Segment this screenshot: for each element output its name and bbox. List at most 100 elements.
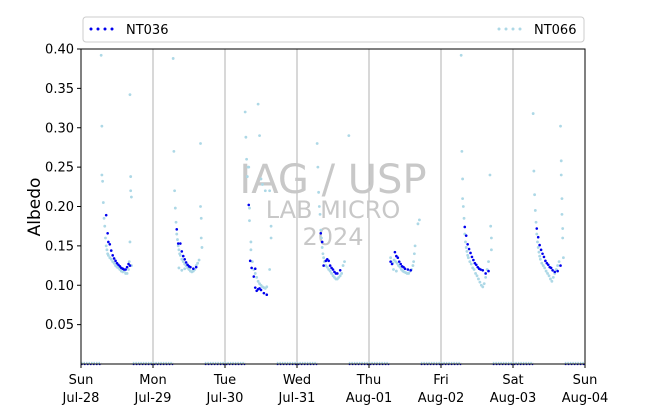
nt066-point-d1-29 (177, 266, 181, 270)
x-tick-label-day: Sun (573, 373, 598, 388)
nt066-point-d1-23 (197, 258, 201, 262)
nt066-point-d5-28 (490, 236, 493, 240)
nt066-point-d6-19 (551, 275, 555, 279)
nt036-point-d2-9 (262, 291, 266, 295)
nt066-point-d6-16 (547, 274, 551, 278)
nt066-point-d6-17 (549, 277, 552, 281)
nt036-point-d3-0 (319, 231, 323, 235)
nt036-point-d6-3 (539, 248, 543, 252)
nt036-point-d2-1 (248, 259, 252, 263)
watermark-line-3: 2024 (302, 223, 363, 251)
nt036-point-d2-0 (247, 203, 251, 207)
nt036-point-d3-8 (331, 268, 335, 271)
nt066-point-d5-5 (462, 216, 466, 220)
nt036-point-d5-11 (479, 268, 482, 271)
nt036-point-d3-12 (338, 268, 342, 272)
nt066-point-d5-18 (477, 277, 480, 281)
nt066-point-d0-13 (109, 257, 113, 261)
nt036-point-d4-2 (393, 250, 397, 254)
nt066-point-d0-7 (104, 236, 107, 240)
nt066-point-d0-26 (127, 260, 131, 264)
nt066-point-d3-21 (338, 274, 342, 278)
nt066-point-d3-5 (319, 228, 323, 232)
legend-dot (511, 27, 515, 31)
nt066-point-d0-15 (112, 261, 116, 265)
y-tick-label: 0.10 (45, 279, 74, 294)
x-tick-label-day: Tue (213, 373, 236, 388)
nt066-point-d5-2 (461, 177, 464, 181)
nt036-point-d5-13 (484, 272, 487, 275)
nt066-point-d5-0 (459, 53, 463, 57)
nt036-point-d2-2 (250, 266, 253, 270)
nt066-point-d2-5 (247, 165, 251, 169)
nt066-point-d3-12 (325, 265, 329, 269)
nt036-point-d6-8 (546, 263, 550, 267)
nt066-point-d3-14 (328, 269, 332, 273)
nt066-point-d4-7 (398, 265, 402, 269)
nt066-point-d5-25 (487, 260, 490, 264)
nt066-point-d0-3 (101, 179, 104, 183)
nt066-point-d2-29 (268, 268, 272, 271)
nt066-point-d2-23 (259, 177, 263, 181)
x-tick-label-date: Aug-01 (346, 391, 393, 406)
nt066-point-d6-29 (561, 227, 565, 230)
nt066-point-d5-22 (482, 282, 486, 286)
nt066-point-d5-27 (489, 224, 493, 228)
nt066-point-d3-25 (343, 260, 346, 264)
nt066-point-d0-0 (99, 53, 103, 57)
nt066-point-d3-7 (320, 246, 324, 249)
nt066-point-d3-23 (347, 134, 351, 138)
nt066-point-d6-0 (531, 112, 535, 115)
nt066-point-d5-17 (475, 274, 479, 278)
nt036-point-d4-5 (397, 260, 401, 263)
legend-dot (518, 27, 522, 31)
nt066-point-d4-21 (418, 218, 421, 222)
nt066-point-d5-1 (460, 149, 464, 153)
nt066-point-d6-28 (560, 212, 564, 216)
nt066-point-d5-3 (461, 197, 464, 201)
nt036-point-d6-5 (542, 255, 546, 259)
legend-dot (103, 27, 107, 31)
x-tick-label-day: Thu (356, 373, 381, 388)
nt036-point-d0-15 (125, 265, 129, 269)
nt066-point-d5-11 (466, 256, 470, 260)
x-tick-label-date: Aug-02 (418, 391, 465, 406)
nt036-point-d6-13 (556, 269, 559, 273)
nt066-point-d4-16 (411, 264, 415, 267)
nt066-point-d0-6 (103, 224, 107, 228)
nt066-point-d2-24 (261, 183, 264, 186)
nt066-point-d1-24 (199, 142, 202, 145)
nt036-point-d3-5 (327, 259, 330, 263)
y-tick-label: 0.30 (45, 121, 74, 136)
nt066-point-d6-30 (561, 236, 565, 240)
x-tick-label-day: Wed (283, 373, 311, 388)
nt066-point-d3-1 (316, 165, 320, 169)
nt066-point-d1-26 (199, 216, 203, 220)
nt066-point-d5-8 (464, 246, 468, 249)
nt036-point-d1-0 (175, 228, 179, 231)
nt036-point-d1-6 (184, 261, 188, 264)
nt066-point-d5-16 (474, 272, 477, 275)
nt066-point-d3-9 (322, 256, 326, 260)
nt036-point-d1-4 (181, 254, 185, 258)
nt036-point-d5-6 (472, 258, 475, 262)
y-tick-label: 0.25 (45, 161, 74, 176)
nt036-point-d5-3 (467, 247, 471, 251)
nt066-point-d2-1 (244, 135, 248, 139)
nt066-point-d4-0 (389, 256, 392, 260)
nt036-point-d1-11 (194, 265, 198, 269)
nt066-point-d6-7 (536, 246, 540, 249)
nt036-point-d1-10 (192, 267, 195, 271)
nt066-point-d0-11 (106, 253, 110, 257)
nt036-point-d5-12 (481, 268, 485, 272)
nt066-point-d5-15 (472, 268, 476, 271)
nt066-point-d1-4 (174, 220, 178, 224)
nt036-point-d1-5 (183, 257, 186, 261)
nt066-point-d4-13 (407, 272, 410, 275)
nt036-point-d5-5 (470, 255, 474, 259)
nt066-point-d2-6 (248, 206, 251, 210)
nt066-point-d6-6 (536, 240, 539, 244)
nt036-point-d1-1 (176, 242, 180, 245)
nt036-point-d6-12 (553, 270, 557, 274)
